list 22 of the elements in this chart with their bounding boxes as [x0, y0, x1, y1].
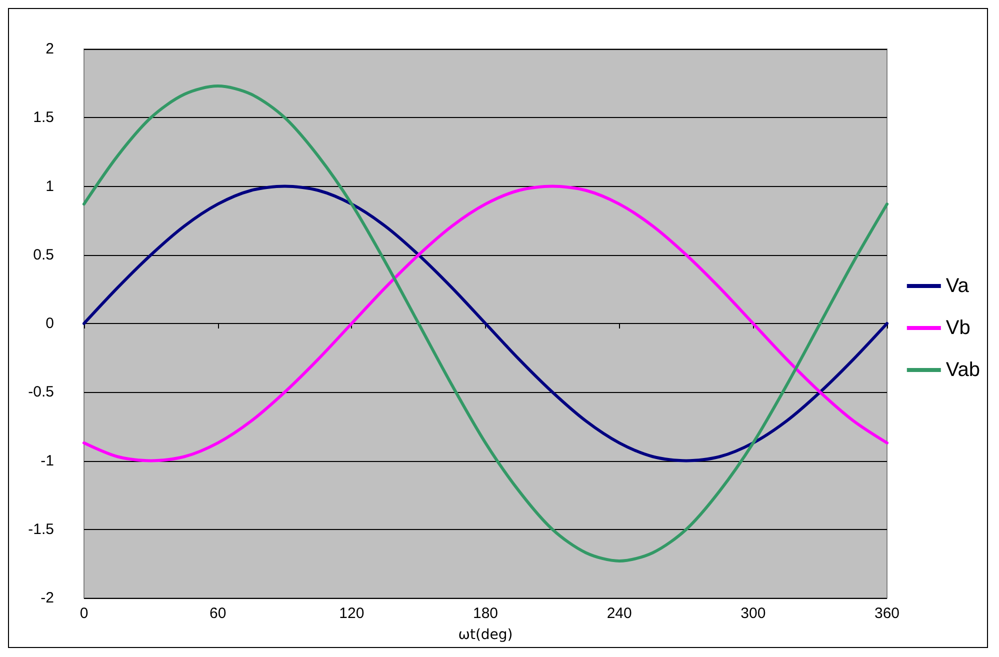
- x-tick-label: 60: [209, 605, 226, 622]
- line-series: [82, 84, 888, 562]
- y-tick-label: -2: [40, 590, 54, 606]
- y-tick-label: 1: [46, 178, 54, 195]
- line-series: [82, 184, 888, 462]
- x-axis-title: ωt(deg): [458, 627, 513, 643]
- legend-label: Va: [946, 275, 970, 297]
- y-tick-label: 1.5: [33, 109, 54, 126]
- y-tick-label: 2: [46, 40, 54, 58]
- x-tick-label: 240: [606, 605, 632, 622]
- x-tick-label: 300: [740, 605, 766, 622]
- legend-label: Vab: [946, 359, 980, 381]
- x-tick-label: 0: [80, 605, 88, 622]
- y-tick-label: -1: [40, 452, 54, 470]
- y-tick-label: -1.5: [28, 520, 54, 538]
- x-tick-label: 180: [472, 605, 498, 622]
- x-tick-label: 360: [874, 605, 900, 622]
- y-tick-label: 0.5: [33, 246, 54, 264]
- legend-label: Vb: [946, 317, 970, 339]
- y-tick-label: -0.5: [28, 384, 54, 401]
- x-tick-label: 120: [339, 605, 364, 622]
- y-tick-label: 0: [46, 315, 54, 332]
